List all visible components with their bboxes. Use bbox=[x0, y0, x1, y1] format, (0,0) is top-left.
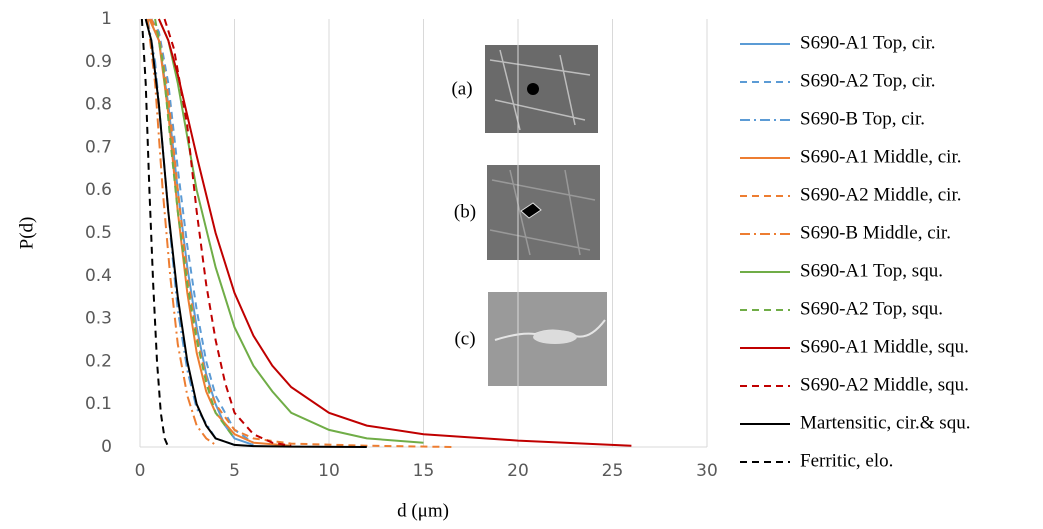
legend-label: S690-A2 Top, squ. bbox=[800, 298, 943, 319]
y-tick-label: 0.8 bbox=[85, 95, 112, 115]
legend-label: S690-A2 Middle, squ. bbox=[800, 374, 969, 395]
y-tick-label: 0.9 bbox=[85, 52, 112, 72]
series-line bbox=[150, 18, 254, 444]
y-tick-label: 0 bbox=[101, 437, 112, 457]
series-line bbox=[140, 18, 170, 448]
legend-label: S690-B Middle, cir. bbox=[800, 222, 951, 243]
y-tick-label: 0.4 bbox=[85, 266, 112, 286]
x-tick-label: 15 bbox=[413, 461, 435, 481]
x-tick-label: 0 bbox=[135, 461, 146, 481]
y-tick-label: 1 bbox=[101, 9, 112, 29]
series-line bbox=[150, 18, 452, 448]
y-tick-label: 0.6 bbox=[85, 180, 112, 200]
series-line bbox=[146, 18, 217, 446]
inset-label: (c) bbox=[454, 328, 475, 349]
legend-label: S690-A1 Top, cir. bbox=[800, 32, 936, 53]
y-tick-label: 0.2 bbox=[85, 351, 112, 371]
legend-label: S690-A1 Top, squ. bbox=[800, 260, 943, 281]
x-axis-label: d (μm) bbox=[397, 500, 449, 521]
series-line bbox=[144, 18, 367, 448]
inset-label: (b) bbox=[454, 201, 476, 222]
series-line bbox=[157, 18, 424, 444]
x-tick-label: 20 bbox=[507, 461, 529, 481]
inset-a bbox=[485, 45, 598, 133]
series-line bbox=[163, 18, 292, 447]
inset-label: (a) bbox=[451, 78, 472, 99]
y-tick-label: 0.1 bbox=[85, 394, 112, 414]
x-tick-label: 30 bbox=[696, 461, 718, 481]
legend-label: S690-A2 Middle, cir. bbox=[800, 184, 962, 205]
y-tick-label: 0.5 bbox=[85, 223, 112, 243]
legend-label: Ferritic, elo. bbox=[800, 450, 893, 471]
series-line bbox=[154, 18, 236, 439]
legend-label: S690-A2 Top, cir. bbox=[800, 70, 936, 91]
series-line bbox=[148, 18, 292, 447]
legend-label: S690-A1 Middle, cir. bbox=[800, 146, 962, 167]
x-tick-label: 5 bbox=[229, 461, 240, 481]
legend-label: S690-B Top, cir. bbox=[800, 108, 925, 129]
y-axis-label: P(d) bbox=[16, 217, 37, 250]
inset-c bbox=[488, 292, 607, 386]
y-tick-label: 0.3 bbox=[85, 309, 112, 329]
series-line bbox=[157, 18, 632, 447]
x-tick-label: 25 bbox=[602, 461, 624, 481]
x-tick-label: 10 bbox=[318, 461, 340, 481]
inset-b bbox=[487, 165, 600, 260]
legend-label: Martensitic, cir.& squ. bbox=[800, 412, 970, 433]
y-tick-label: 0.7 bbox=[85, 137, 112, 157]
legend-label: S690-A1 Middle, squ. bbox=[800, 336, 969, 357]
